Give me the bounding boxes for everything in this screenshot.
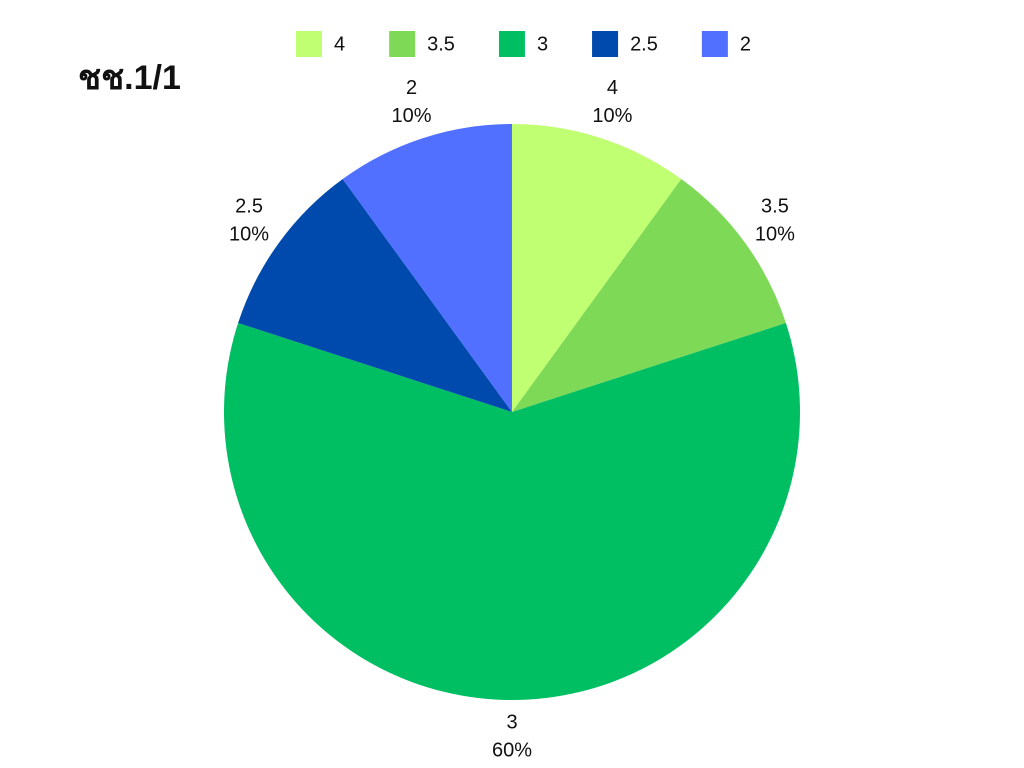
pie-slice xyxy=(512,179,786,412)
slice-value-label: 10% xyxy=(592,105,632,127)
slice-category-label: 3 xyxy=(506,711,517,733)
pie-slice xyxy=(342,124,512,412)
legend-label: 3.5 xyxy=(427,33,455,55)
chart-title: ชช.1/1 xyxy=(78,59,181,97)
legend-swatch xyxy=(701,31,728,57)
slice-value-label: 10% xyxy=(229,223,269,245)
legend-swatch xyxy=(592,31,619,57)
slice-value-label: 60% xyxy=(492,739,532,761)
pie-slice xyxy=(224,323,801,700)
pie-slice xyxy=(512,124,682,412)
legend-swatch xyxy=(296,31,322,57)
slice-value-label: 10% xyxy=(755,223,795,245)
slice-category-label: 3.5 xyxy=(761,195,789,217)
legend-label: 4 xyxy=(334,33,345,55)
slice-category-label: 2 xyxy=(406,77,417,99)
legend-label: 2 xyxy=(740,33,751,55)
slice-value-label: 10% xyxy=(392,105,432,127)
slice-category-label: 2.5 xyxy=(235,195,263,217)
legend-label: 3 xyxy=(537,33,548,55)
legend-swatch xyxy=(498,31,525,57)
slice-category-label: 4 xyxy=(607,77,618,99)
legend-swatch xyxy=(389,31,416,57)
pie-slice xyxy=(238,179,513,412)
legend-label: 2.5 xyxy=(630,33,658,55)
